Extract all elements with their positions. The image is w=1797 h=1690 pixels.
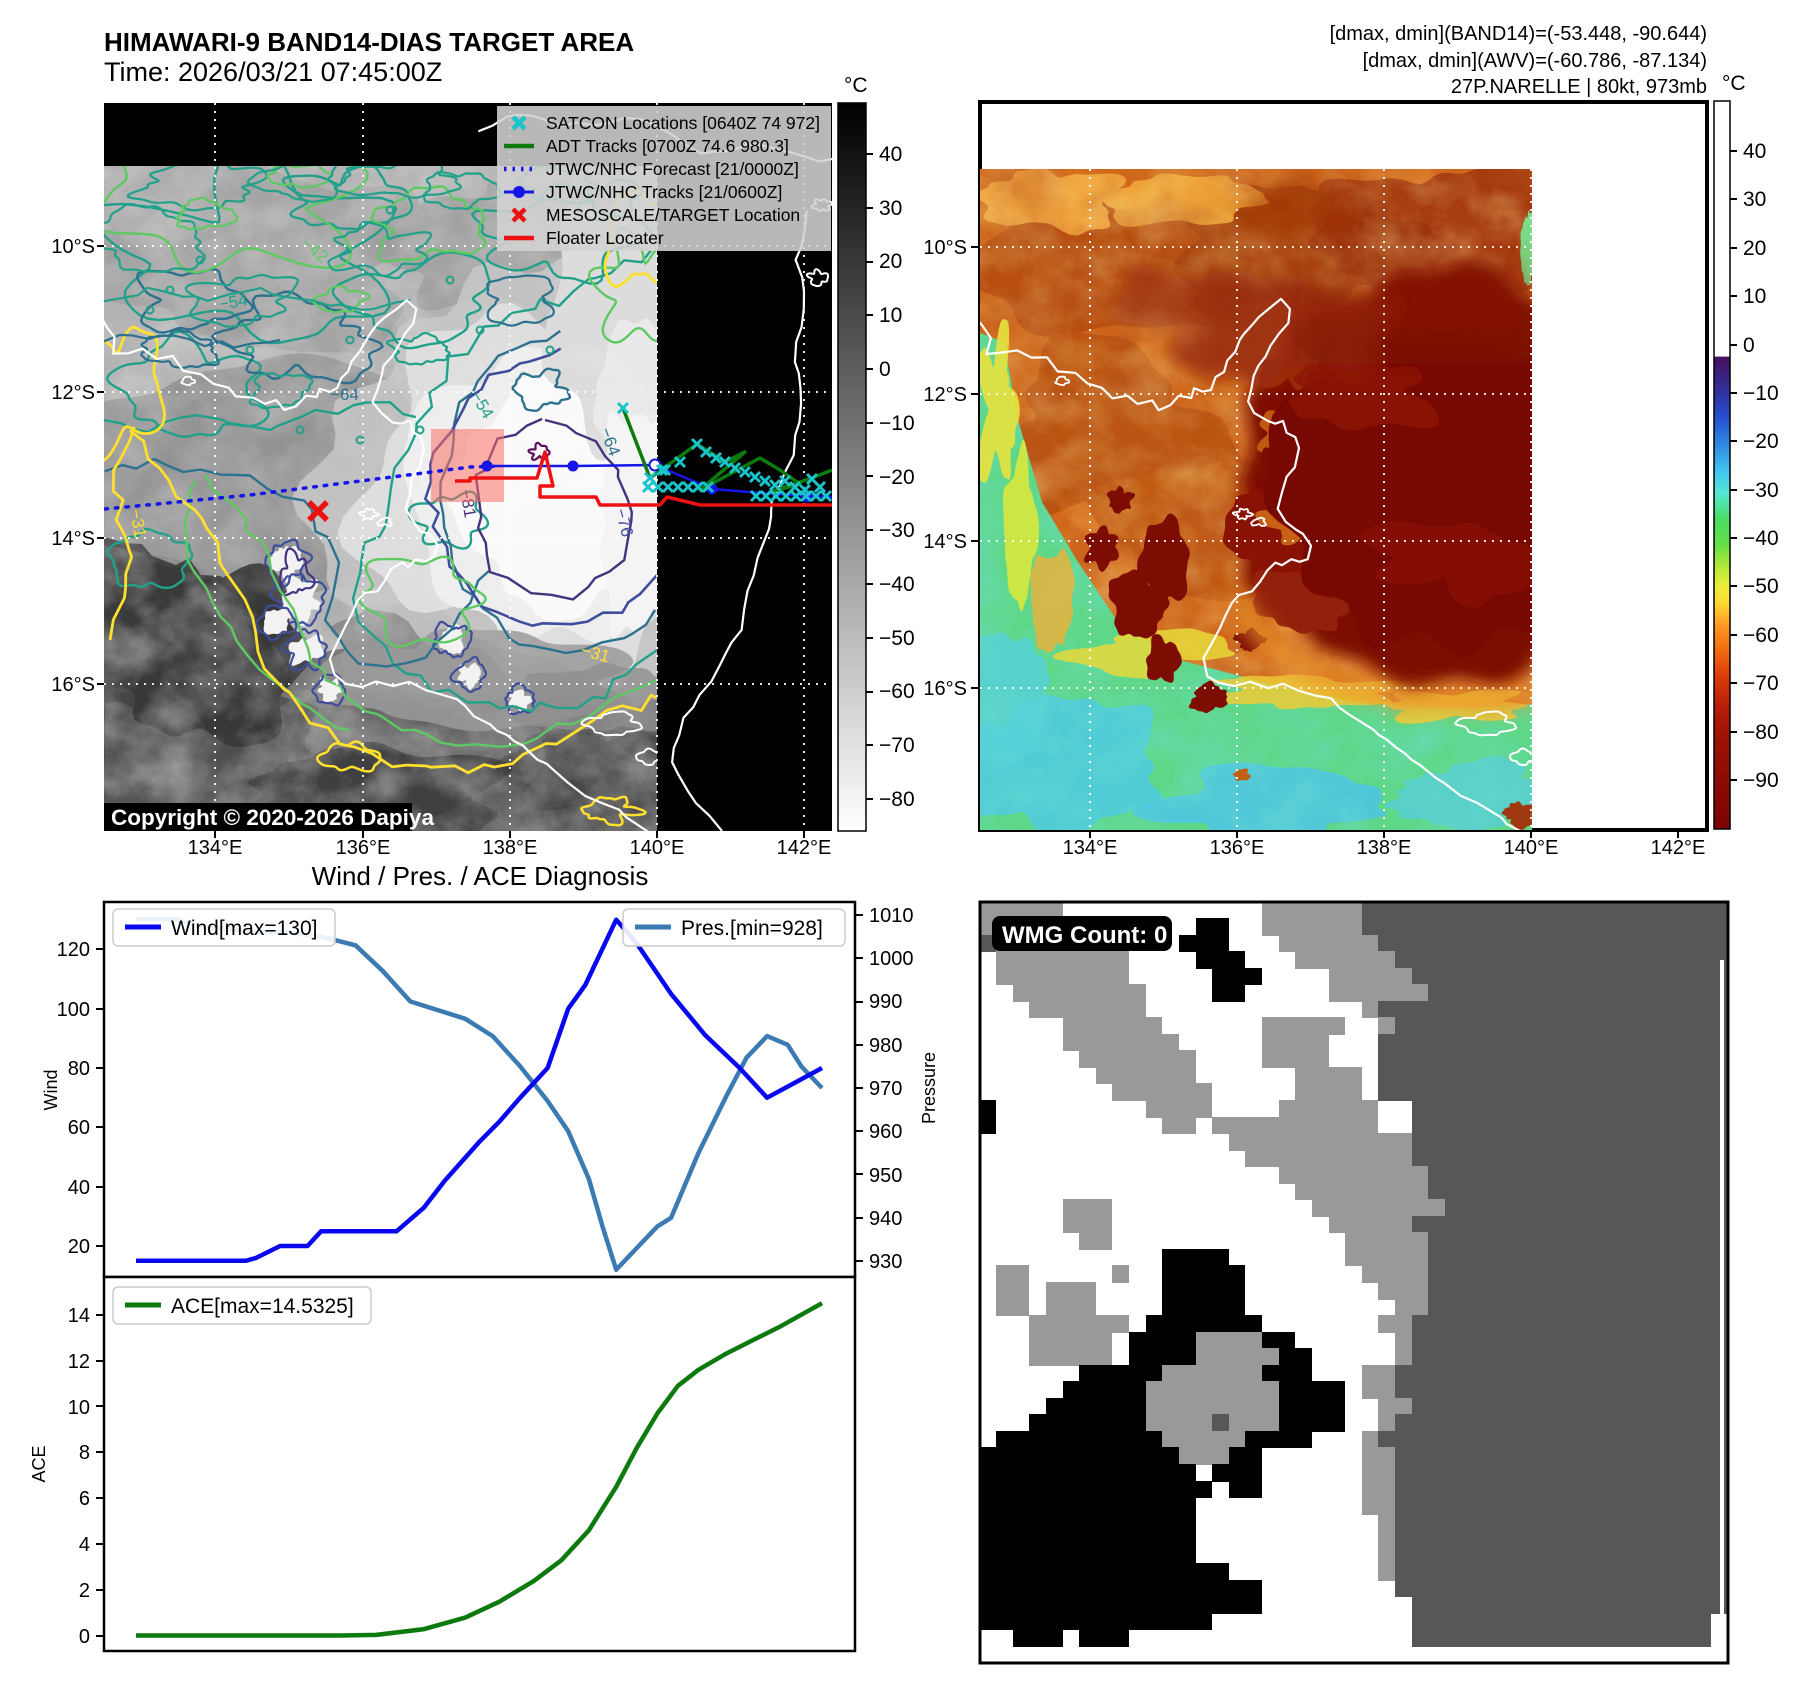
svg-text:−80: −80 bbox=[879, 788, 915, 811]
svg-text:134°E: 134°E bbox=[188, 837, 243, 859]
svg-text:1010: 1010 bbox=[869, 905, 914, 927]
svg-text:−30: −30 bbox=[879, 519, 915, 542]
svg-text:14°S: 14°S bbox=[923, 531, 967, 553]
svg-text:10: 10 bbox=[1743, 285, 1766, 308]
svg-text:−64: −64 bbox=[330, 385, 359, 404]
svg-text:−50: −50 bbox=[879, 627, 915, 650]
svg-text:142°E: 142°E bbox=[777, 837, 832, 859]
svg-text:136°E: 136°E bbox=[1210, 837, 1265, 859]
svg-text:−20: −20 bbox=[1743, 430, 1779, 453]
svg-text:14: 14 bbox=[68, 1305, 90, 1327]
svg-text:Wind: Wind bbox=[41, 1069, 61, 1110]
svg-text:0: 0 bbox=[879, 358, 891, 381]
svg-text:−31: −31 bbox=[126, 507, 150, 539]
svg-text:8: 8 bbox=[79, 1442, 90, 1464]
svg-text:Wind[max=130]: Wind[max=130] bbox=[171, 917, 318, 940]
svg-text:−54: −54 bbox=[217, 290, 249, 314]
svg-text:WMG Count: 0: WMG Count: 0 bbox=[1002, 922, 1167, 949]
svg-text:12: 12 bbox=[68, 1351, 90, 1373]
svg-text:ACE[max=14.5325]: ACE[max=14.5325] bbox=[171, 1295, 354, 1318]
svg-text:−20: −20 bbox=[879, 466, 915, 489]
svg-text:140°E: 140°E bbox=[630, 837, 685, 859]
svg-text:12°S: 12°S bbox=[51, 382, 95, 404]
svg-text:930: 930 bbox=[869, 1251, 902, 1273]
svg-text:6: 6 bbox=[79, 1488, 90, 1510]
svg-text:12°S: 12°S bbox=[923, 384, 967, 406]
svg-text:2: 2 bbox=[79, 1580, 90, 1602]
svg-text:20: 20 bbox=[1743, 237, 1766, 260]
svg-text:Pressure: Pressure bbox=[919, 1052, 939, 1124]
svg-text:138°E: 138°E bbox=[1357, 837, 1412, 859]
svg-text:−70: −70 bbox=[879, 734, 915, 757]
svg-text:10°S: 10°S bbox=[923, 237, 967, 259]
svg-text:JTWC/NHC Tracks [21/0600Z]: JTWC/NHC Tracks [21/0600Z] bbox=[546, 182, 782, 202]
svg-text:40: 40 bbox=[68, 1177, 90, 1199]
svg-text:−50: −50 bbox=[1743, 575, 1779, 598]
svg-text:10°S: 10°S bbox=[51, 236, 95, 258]
svg-text:−70: −70 bbox=[1743, 672, 1779, 695]
svg-text:14°S: 14°S bbox=[51, 528, 95, 550]
svg-text:−30: −30 bbox=[1743, 479, 1779, 502]
svg-text:136°E: 136°E bbox=[336, 837, 391, 859]
svg-text:20: 20 bbox=[68, 1236, 90, 1258]
svg-text:Floater Locater: Floater Locater bbox=[546, 228, 664, 248]
svg-text:30: 30 bbox=[879, 197, 902, 220]
svg-text:−60: −60 bbox=[879, 680, 915, 703]
svg-text:0: 0 bbox=[79, 1626, 90, 1648]
svg-text:−40: −40 bbox=[879, 573, 915, 596]
svg-text:16°S: 16°S bbox=[51, 674, 95, 696]
svg-text:990: 990 bbox=[869, 991, 902, 1013]
svg-text:60: 60 bbox=[68, 1117, 90, 1139]
svg-text:Wind / Pres. / ACE Diagnosis: Wind / Pres. / ACE Diagnosis bbox=[312, 861, 649, 891]
svg-text:140°E: 140°E bbox=[1504, 837, 1559, 859]
svg-text:940: 940 bbox=[869, 1208, 902, 1230]
svg-text:JTWC/NHC Forecast [21/0000Z]: JTWC/NHC Forecast [21/0000Z] bbox=[546, 159, 799, 179]
svg-text:120: 120 bbox=[57, 939, 90, 961]
svg-text:−10: −10 bbox=[879, 412, 915, 435]
svg-text:MESOSCALE/TARGET Location: MESOSCALE/TARGET Location bbox=[546, 205, 800, 225]
svg-text:20: 20 bbox=[879, 250, 902, 273]
svg-text:°C: °C bbox=[844, 74, 868, 97]
svg-text:100: 100 bbox=[57, 999, 90, 1021]
svg-text:142°E: 142°E bbox=[1651, 837, 1706, 859]
svg-text:−40: −40 bbox=[1743, 527, 1779, 550]
svg-text:10: 10 bbox=[68, 1397, 90, 1419]
svg-text:80: 80 bbox=[68, 1058, 90, 1080]
svg-text:30: 30 bbox=[1743, 188, 1766, 211]
svg-text:134°E: 134°E bbox=[1063, 837, 1118, 859]
svg-text:138°E: 138°E bbox=[483, 837, 538, 859]
svg-text:−10: −10 bbox=[1743, 382, 1779, 405]
svg-text:°C: °C bbox=[1722, 72, 1746, 95]
svg-text:ADT Tracks [0700Z 74.6 980.3]: ADT Tracks [0700Z 74.6 980.3] bbox=[546, 136, 789, 156]
svg-text:970: 970 bbox=[869, 1078, 902, 1100]
svg-text:980: 980 bbox=[869, 1035, 902, 1057]
svg-text:40: 40 bbox=[879, 143, 902, 166]
svg-text:Pres.[min=928]: Pres.[min=928] bbox=[681, 917, 823, 940]
svg-text:1000: 1000 bbox=[869, 948, 914, 970]
svg-text:0: 0 bbox=[1743, 334, 1755, 357]
svg-text:SATCON Locations [0640Z 74 972: SATCON Locations [0640Z 74 972] bbox=[546, 113, 820, 133]
svg-text:ACE: ACE bbox=[29, 1445, 49, 1482]
svg-text:4: 4 bbox=[79, 1534, 90, 1556]
svg-text:−90: −90 bbox=[1743, 769, 1779, 792]
svg-text:−60: −60 bbox=[1743, 624, 1779, 647]
svg-text:950: 950 bbox=[869, 1165, 902, 1187]
svg-text:10: 10 bbox=[879, 304, 902, 327]
svg-text:960: 960 bbox=[869, 1121, 902, 1143]
svg-text:40: 40 bbox=[1743, 140, 1766, 163]
svg-text:−80: −80 bbox=[1743, 721, 1779, 744]
svg-text:Copyright © 2020-2026 Dapiya: Copyright © 2020-2026 Dapiya bbox=[111, 805, 434, 830]
svg-text:16°S: 16°S bbox=[923, 678, 967, 700]
